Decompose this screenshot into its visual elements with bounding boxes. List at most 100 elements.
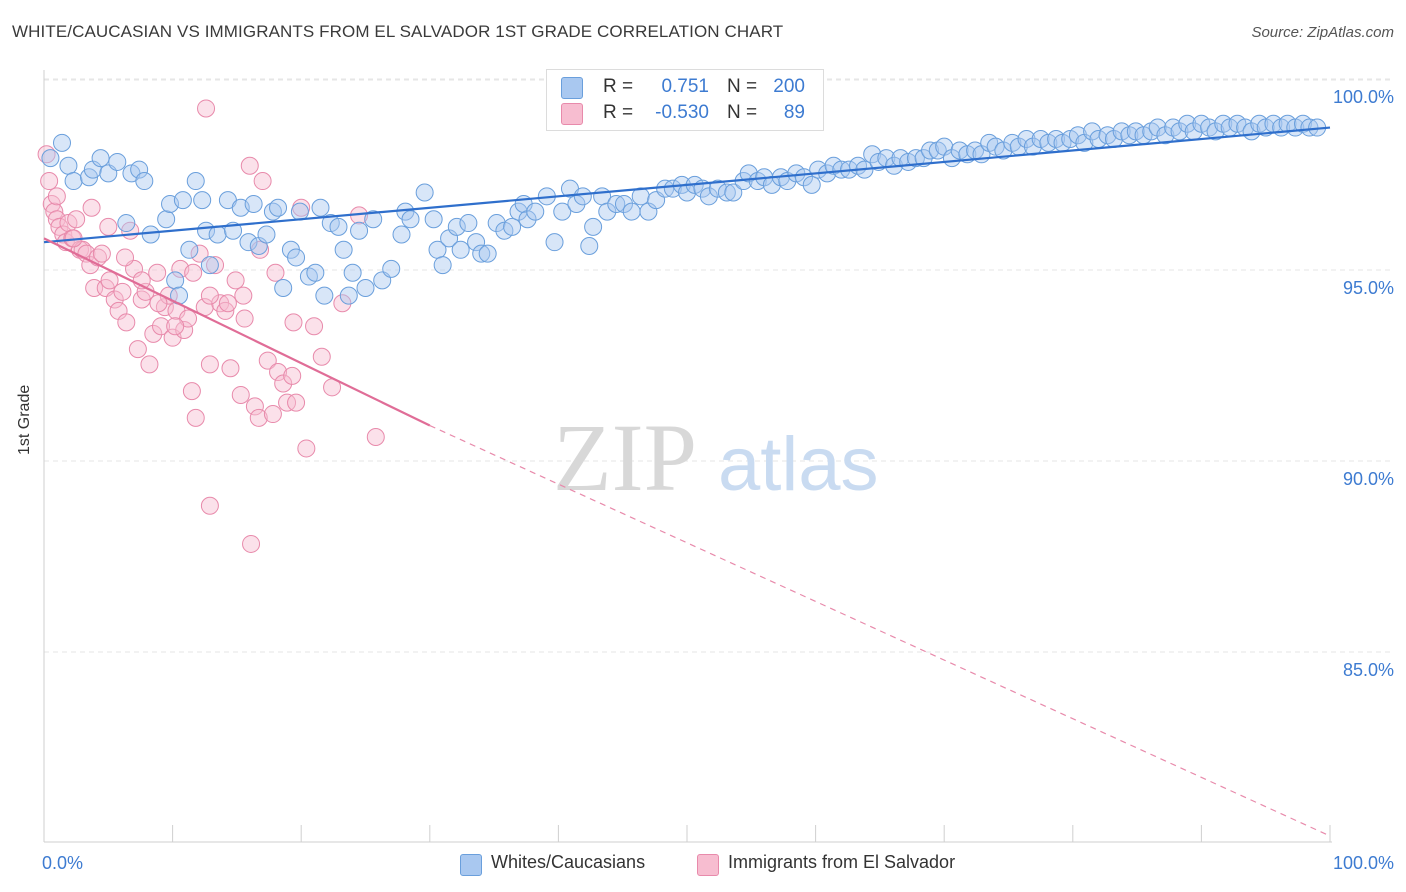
point-white [598, 202, 617, 221]
point-white [64, 172, 83, 191]
point-el-salvador [152, 317, 171, 336]
y-tick-label: 90.0% [1342, 469, 1394, 489]
y-tick-label: 85.0% [1342, 660, 1394, 680]
point-el-salvador [197, 99, 216, 118]
point-el-salvador [144, 324, 163, 343]
point-white [1148, 118, 1167, 137]
point-white [157, 210, 176, 229]
correlation-legend: R = 0.751 N = 200 R = -0.530 N = 89 [546, 69, 824, 131]
point-el-salvador [82, 198, 101, 217]
point-white [717, 183, 736, 202]
point-el-salvador [226, 271, 245, 290]
bottom-legend-swatch-pink [697, 854, 719, 876]
point-el-salvador [200, 355, 219, 374]
point-white [356, 279, 375, 297]
point-white [41, 149, 60, 168]
point-white [1017, 130, 1036, 149]
point-white [622, 202, 641, 221]
bottom-legend-label-white: Whites/Caucasians [491, 852, 646, 872]
x-tick-label-max: 100.0% [1332, 853, 1394, 873]
point-el-salvador [166, 317, 185, 336]
y-tick-label: 95.0% [1342, 278, 1394, 298]
legend-n-label: N = [727, 102, 758, 123]
point-white [656, 179, 675, 198]
point-white [584, 217, 603, 236]
point-white [1206, 122, 1225, 141]
point-white [459, 214, 478, 233]
point-el-salvador [287, 393, 306, 412]
point-white [274, 279, 293, 297]
point-white [200, 256, 219, 275]
point-el-salvador [113, 282, 132, 301]
point-white [573, 187, 592, 206]
point-el-salvador [128, 340, 147, 359]
point-el-salvador [274, 374, 293, 393]
point-el-salvador [245, 397, 264, 416]
x-tick-label-min: 0.0% [42, 853, 84, 873]
point-white [1178, 114, 1197, 133]
point-white [269, 198, 288, 217]
point-el-salvador [278, 393, 297, 412]
point-white [994, 141, 1013, 160]
point-el-salvador [40, 172, 59, 191]
point-el-salvador [235, 309, 254, 328]
point-white [415, 183, 434, 202]
point-white [193, 191, 212, 210]
point-white [467, 233, 486, 252]
point-el-salvador [184, 263, 203, 282]
point-white [290, 202, 309, 221]
trend-lines [43, 126, 1331, 837]
point-white [306, 263, 325, 282]
point-el-salvador [312, 347, 331, 366]
point-el-salvador [297, 439, 316, 458]
point-el-salvador [200, 286, 219, 305]
point-el-salvador [366, 427, 385, 446]
point-white [724, 183, 743, 202]
point-white [239, 233, 258, 252]
legend-r-label: R = [603, 76, 634, 97]
point-white [350, 221, 369, 240]
point-white [906, 149, 925, 168]
point-white [339, 286, 358, 305]
point-el-salvador [190, 244, 209, 263]
legend-swatch-pink [561, 103, 583, 125]
point-white [329, 217, 348, 236]
legend-r-value-blue: 0.751 [661, 76, 709, 97]
point-white [451, 240, 470, 259]
trend-line-el-salvador-extended [429, 424, 1331, 837]
point-white [59, 156, 78, 175]
point-white [180, 240, 199, 259]
point-white [518, 210, 537, 229]
watermark-atlas: atlas [718, 422, 879, 507]
point-el-salvador [242, 534, 261, 553]
point-white [1083, 122, 1102, 141]
point-white [53, 133, 72, 152]
point-el-salvador [234, 286, 253, 305]
point-white [343, 263, 362, 282]
point-white [708, 179, 727, 198]
bottom-legend-swatch-blue [460, 854, 482, 876]
point-white [173, 191, 192, 210]
point-white [739, 164, 758, 183]
point-white [921, 141, 940, 160]
point-white [186, 172, 205, 191]
point-el-salvador [206, 256, 225, 275]
series-el-salvador-points [37, 99, 385, 553]
point-white [315, 286, 334, 305]
point-white [257, 225, 276, 244]
point-white [545, 233, 564, 252]
point-white [311, 198, 330, 217]
point-white [130, 160, 149, 179]
point-el-salvador [99, 217, 118, 236]
point-white [334, 240, 353, 259]
point-white [117, 214, 136, 233]
point-white [287, 248, 306, 267]
y-tick-label: 100.0% [1332, 87, 1394, 107]
point-el-salvador [263, 405, 282, 424]
point-el-salvador [182, 382, 201, 401]
point-el-salvador [305, 317, 324, 336]
point-white [580, 236, 599, 255]
point-white [478, 244, 497, 263]
trend-line-white [43, 126, 1331, 244]
chart-source: Source: ZipAtlas.com [1251, 24, 1394, 41]
